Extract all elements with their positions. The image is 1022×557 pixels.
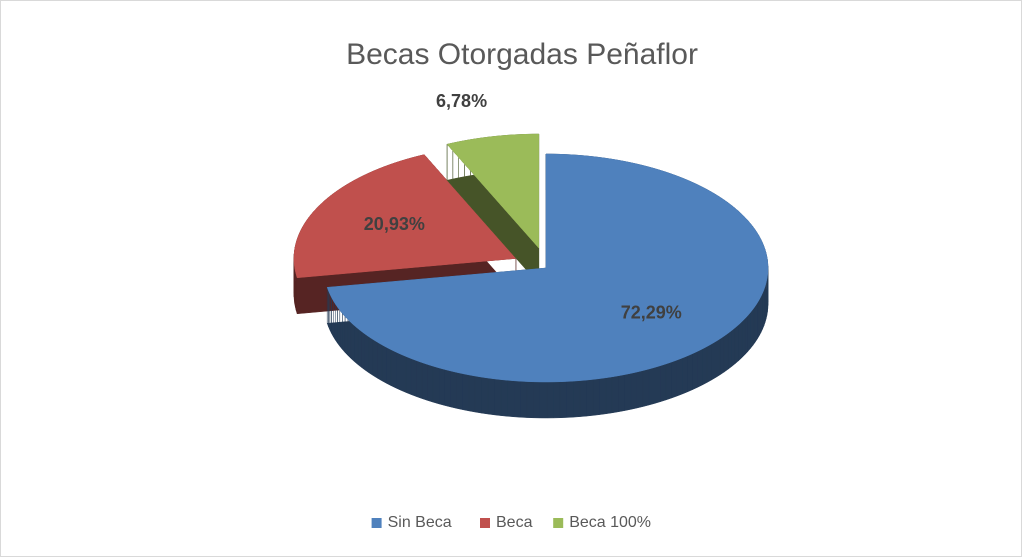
legend-swatch — [371, 518, 382, 528]
data-label: 72,29% — [621, 302, 682, 322]
legend-label: Sin Beca — [388, 514, 452, 531]
data-label: 6,78% — [436, 91, 487, 111]
legend-label: Beca — [496, 514, 533, 531]
chart-title: Becas Otorgadas Peñaflor — [346, 38, 698, 71]
legend-swatch — [480, 518, 490, 528]
slice — [326, 153, 769, 383]
slice — [446, 133, 540, 249]
slice — [293, 154, 517, 279]
legend-swatch — [553, 518, 564, 528]
legend-label: Beca 100% — [569, 514, 651, 531]
data-label: 20,93% — [364, 214, 425, 234]
